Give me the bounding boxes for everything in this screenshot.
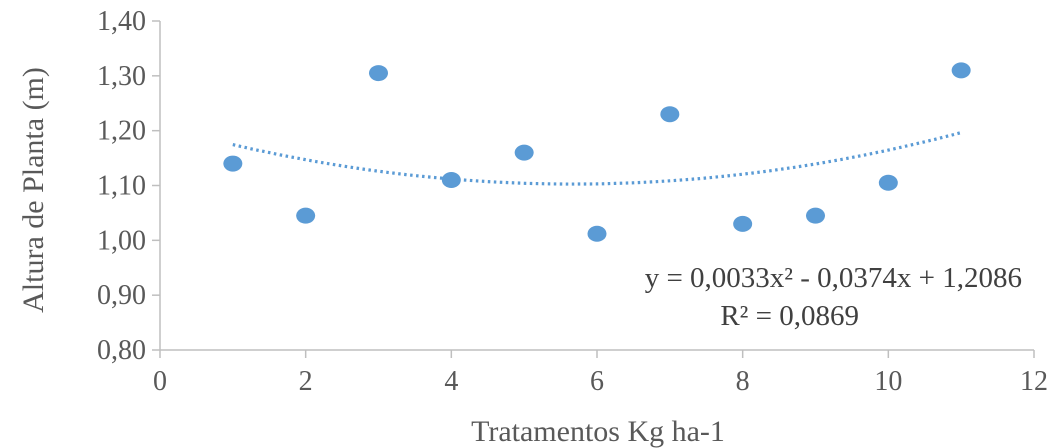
x-tick-label: 6: [590, 366, 604, 397]
data-point: [369, 65, 388, 82]
y-tick-label: 0,90: [97, 280, 146, 311]
data-points: [223, 62, 971, 242]
data-point: [951, 62, 971, 79]
data-point: [223, 155, 243, 172]
x-tick-label: 4: [444, 366, 458, 397]
r-squared-label: R² = 0,0869: [720, 300, 859, 332]
data-point: [660, 106, 680, 123]
x-tick-label: 12: [1020, 366, 1048, 397]
data-point: [441, 172, 461, 189]
data-point: [878, 174, 898, 191]
trendline: [232, 131, 962, 186]
y-tick-label: 0,80: [97, 335, 146, 366]
data-point: [514, 144, 534, 161]
x-tick-label: 10: [874, 366, 902, 397]
x-axis-title: Tratamentos Kg ha-1: [471, 415, 725, 448]
y-tick-label: 1,00: [97, 225, 146, 256]
y-tick-label: 1,10: [97, 171, 146, 202]
y-tick-label: 1,40: [97, 6, 146, 37]
y-tick-label: 1,20: [97, 116, 146, 147]
x-tick-label: 2: [299, 366, 313, 397]
data-point: [587, 225, 607, 242]
data-point: [296, 207, 316, 224]
x-axis-ticks: 0 2 4 6 8 10 12: [153, 350, 1048, 397]
y-tick-label: 1,30: [97, 61, 146, 92]
y-axis-ticks: 0,80 0,90 1,00 1,10 1,20 1,30 1,40: [97, 6, 160, 366]
x-tick-label: 8: [736, 366, 750, 397]
data-point: [733, 215, 753, 232]
trendline-equation: y = 0,0033x² - 0,0374x + 1,2086: [645, 262, 1022, 294]
x-tick-label: 0: [153, 366, 167, 397]
data-point: [806, 207, 825, 224]
y-axis-title: Altura de Planta (m): [17, 67, 50, 313]
